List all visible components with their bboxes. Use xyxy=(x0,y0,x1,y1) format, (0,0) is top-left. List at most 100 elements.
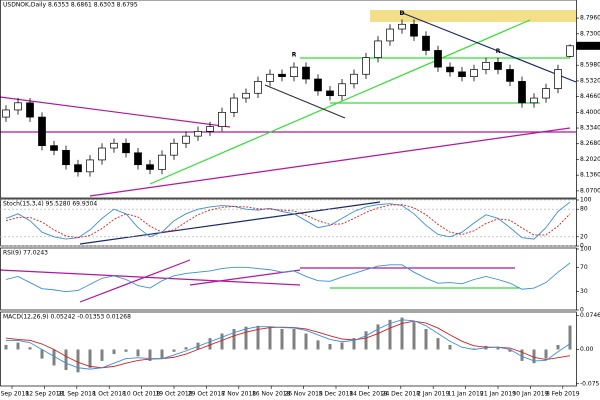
histogram-bar xyxy=(244,326,248,350)
panel-title: RSI(9) 77.0243 xyxy=(3,250,48,257)
y-tick-label: 20 xyxy=(580,233,588,240)
indicator-line xyxy=(5,320,571,369)
candle-body xyxy=(98,147,106,161)
histogram-bar xyxy=(556,344,560,350)
candle-body xyxy=(266,73,274,82)
price-tag-label: 8.6795 xyxy=(578,42,599,49)
annotation: R xyxy=(292,52,297,59)
y-tick-label: 8.2020 xyxy=(580,156,600,163)
candle-body xyxy=(506,69,514,82)
y-tick-label: 70 xyxy=(580,264,588,271)
candle-body xyxy=(374,40,382,58)
histogram-bar xyxy=(184,347,188,350)
trendline xyxy=(264,84,346,119)
histogram-bar xyxy=(364,331,368,350)
candle-body xyxy=(278,73,286,77)
y-tick-label: 8.0700 xyxy=(580,187,600,194)
y-tick-label: 8.5980 xyxy=(580,62,600,69)
candle-body xyxy=(422,35,430,51)
histogram-bar xyxy=(376,324,380,350)
histogram-bar xyxy=(100,349,104,361)
y-tick-label: 8.3340 xyxy=(580,125,600,132)
histogram-bar xyxy=(220,333,224,350)
candle-body xyxy=(458,71,466,77)
indicator-line xyxy=(5,204,571,239)
x-tick-label: 16 Nov 2018 xyxy=(252,391,291,398)
candle-body xyxy=(206,126,214,132)
candle-body xyxy=(326,90,334,97)
candle-body xyxy=(38,116,46,146)
x-tick-label: 21 Jan 2019 xyxy=(480,391,516,398)
candle-body xyxy=(386,28,394,42)
histogram-bar xyxy=(88,349,92,368)
histogram-bar xyxy=(136,349,140,357)
y-tick-label: 8.2680 xyxy=(580,140,600,147)
trendline xyxy=(0,269,301,286)
histogram-bar xyxy=(112,349,116,355)
histogram-bar xyxy=(316,340,320,350)
y-tick-label: 8.7300 xyxy=(580,30,600,37)
histogram-bar xyxy=(568,325,572,350)
x-tick-label: 30 Jan 2019 xyxy=(512,391,548,398)
histogram-bar xyxy=(64,349,68,371)
candle-body xyxy=(158,154,166,170)
histogram-bar xyxy=(400,317,404,350)
indicator-line xyxy=(5,262,571,293)
annotation: D xyxy=(400,10,405,17)
y-tick-label: 0.00 xyxy=(580,346,594,353)
histogram-bar xyxy=(292,328,296,350)
candle-body xyxy=(494,62,502,70)
histogram-bar xyxy=(412,322,416,350)
x-tick-label: 24 Dec 2018 xyxy=(382,391,421,398)
candle-body xyxy=(566,45,574,57)
panel-frame xyxy=(0,311,577,387)
y-tick-label: 100 xyxy=(580,246,592,253)
candle-body xyxy=(2,109,10,118)
panel-frame xyxy=(0,247,577,311)
y-tick-label: 0 xyxy=(580,243,584,250)
histogram-bar xyxy=(28,347,32,350)
indicator-line xyxy=(5,201,571,240)
candle-body xyxy=(122,142,130,154)
candle-body xyxy=(314,78,322,92)
x-tick-label: 3 Sep 2018 xyxy=(0,391,29,398)
panel-title: MACD(12,26,9) 0.05242 -0.01353 0.01268 xyxy=(3,314,131,321)
trendline xyxy=(149,19,531,185)
trendline xyxy=(399,11,577,83)
histogram-bar xyxy=(256,325,260,350)
candle-body xyxy=(302,66,310,80)
histogram-bar xyxy=(352,338,356,350)
x-tick-label: 12 Sep 2018 xyxy=(25,391,63,398)
candle-body xyxy=(446,66,454,73)
histogram-bar xyxy=(160,349,164,359)
y-tick-label: 0 xyxy=(580,307,584,314)
y-tick-label: 8.4000 xyxy=(580,109,600,116)
histogram-bar xyxy=(544,349,548,359)
candle-body xyxy=(182,135,190,144)
x-tick-label: 29 Oct 2018 xyxy=(188,391,225,398)
y-tick-label: 0.07461 xyxy=(580,312,600,319)
price-tag xyxy=(576,41,600,50)
candle-body xyxy=(134,152,142,166)
y-tick-label: 8.4660 xyxy=(580,93,600,100)
candle-body xyxy=(218,111,226,127)
histogram-bar xyxy=(328,344,332,350)
x-tick-label: 8 Feb 2019 xyxy=(546,391,580,398)
annotation: R xyxy=(496,48,501,55)
histogram-bar xyxy=(520,349,524,361)
y-tick-label: 8.1360 xyxy=(580,172,600,179)
histogram-bar xyxy=(232,328,236,350)
candle-body xyxy=(482,62,490,70)
candle-body xyxy=(242,92,250,99)
candle-body xyxy=(50,145,58,151)
panel-frame xyxy=(0,0,577,199)
histogram-bar xyxy=(148,349,152,361)
histogram-bar xyxy=(424,328,428,350)
candle-body xyxy=(170,142,178,156)
candle-body xyxy=(398,23,406,30)
histogram-bar xyxy=(4,344,8,350)
panel-title: Stoch(15,3,4) 95.5280 69.9304 xyxy=(3,201,97,208)
histogram-bar xyxy=(52,349,56,366)
candle-body xyxy=(254,81,262,94)
